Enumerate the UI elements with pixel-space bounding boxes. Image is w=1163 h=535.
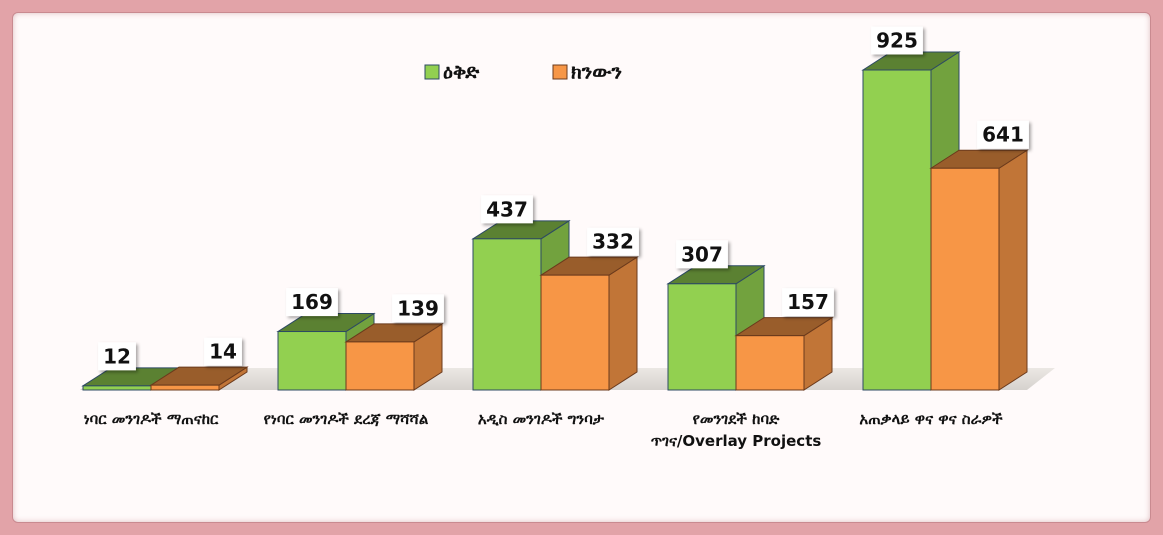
bar	[472, 238, 542, 391]
data-label: 641	[982, 123, 1024, 147]
legend-swatch	[552, 64, 568, 80]
data-label: 307	[681, 242, 723, 266]
bar	[667, 283, 737, 391]
data-label: 437	[486, 197, 528, 221]
bar-side	[608, 256, 638, 391]
x-tick-label: አጠቃላይ ዋና ዋና ስራዎች	[859, 410, 1003, 428]
legend-label: ክንውን	[571, 60, 622, 84]
bar	[735, 335, 805, 391]
bar	[862, 69, 932, 391]
legend-label: ዕቅድ	[443, 60, 480, 84]
bar	[150, 384, 220, 391]
data-label-box	[286, 288, 338, 317]
x-tick-label: የነባር መንገዶች ደረጃ ማሻሻል	[263, 410, 429, 428]
bar	[277, 331, 347, 391]
bar	[540, 274, 610, 391]
x-tick-label: አዲስ መንገዶች ግንባታ	[477, 410, 605, 428]
data-label: 169	[291, 290, 333, 314]
data-label-box	[587, 227, 639, 256]
data-label-box	[392, 294, 444, 323]
x-tick-label: የመንገደች ከባድ ጥገና/Overlay Projects	[650, 410, 822, 450]
data-label-box	[782, 288, 834, 317]
bar	[345, 341, 415, 391]
data-label-box	[481, 195, 533, 224]
bar	[82, 385, 152, 391]
data-label: 12	[103, 344, 131, 368]
data-label: 925	[876, 29, 918, 53]
x-tick-label: ነባር መንገዶች ማጠናከር	[83, 410, 219, 428]
data-label-box	[977, 120, 1029, 149]
legend-swatch	[424, 64, 440, 80]
bar-side	[998, 149, 1028, 391]
data-label: 14	[209, 340, 237, 364]
data-label-box	[871, 26, 923, 55]
data-label-box	[676, 240, 728, 269]
bar	[930, 167, 1000, 391]
data-label-box	[204, 337, 242, 366]
data-label: 157	[787, 290, 829, 314]
data-label-box	[98, 342, 136, 371]
data-label: 139	[397, 296, 439, 320]
data-label: 332	[592, 230, 634, 254]
